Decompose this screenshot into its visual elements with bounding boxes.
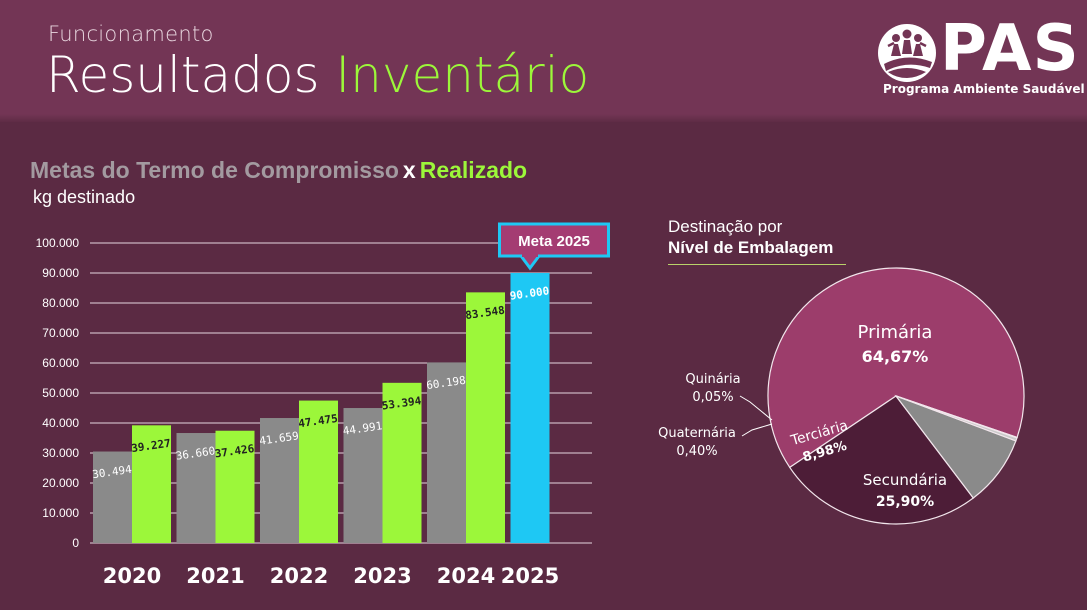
pie-slice	[767, 267, 1025, 469]
pie-title-line1: Destinação por	[668, 217, 783, 236]
bar-realizado-label: 53.394	[381, 394, 423, 412]
y-tick-label: 100.000	[36, 236, 80, 250]
callout-pointer	[519, 255, 541, 271]
logo-subtitle: Programa Ambiente Saudável	[883, 82, 1085, 96]
page-subtitle: Funcionamento	[48, 22, 214, 46]
pie-title-underline	[668, 264, 846, 265]
bar-realizado	[299, 400, 338, 543]
page-title: Resultados Inventário	[46, 46, 589, 104]
y-tick-label: 20.000	[42, 476, 79, 490]
y-tick-label: 90.000	[42, 266, 79, 280]
header-band: Funcionamento Resultados Inventário PAS …	[0, 0, 1087, 122]
bar-meta	[176, 433, 216, 543]
bar-meta-label: 30.494	[91, 463, 133, 481]
x-category-label: 2022	[270, 564, 328, 588]
pie-label-name: Terciária	[788, 418, 850, 450]
pie-label-value: 8,98%	[801, 439, 848, 466]
people-leaf-icon	[878, 24, 936, 82]
y-tick-label: 80.000	[42, 296, 79, 310]
bar-meta-label: 36.660	[175, 444, 216, 462]
bar-meta	[260, 418, 299, 543]
bar-meta-label: 41.659	[258, 429, 299, 447]
callout-pointer-mask	[522, 253, 538, 257]
pie-label-name: Secundária	[863, 471, 947, 489]
bar-realizado-label: 37.426	[214, 442, 256, 460]
logo-text: PAS	[940, 12, 1080, 86]
bar-realizado	[382, 382, 422, 543]
y-tick-label: 30.000	[42, 446, 79, 460]
meta-2025-callout: Meta 2025	[498, 222, 610, 271]
bar-realizado	[215, 430, 255, 543]
bar-realizado	[466, 292, 505, 543]
y-tick-label: 60.000	[42, 356, 79, 370]
pie-label-name: Quaternária	[658, 426, 736, 441]
bar-meta-2025-label: 90.000	[509, 284, 550, 302]
pie-label-name: Quinária	[685, 372, 740, 387]
callout-text: Meta 2025	[518, 233, 590, 250]
bar-chart-unit: kg destinado	[33, 187, 136, 207]
bar-chart-title-realizado: Realizado	[419, 157, 528, 183]
pie-label-value: 64,67%	[862, 347, 929, 366]
bar-meta	[93, 451, 132, 543]
x-category-label: 2024	[437, 564, 495, 588]
x-category-label: 2020	[103, 564, 161, 588]
title-main: Resultados	[46, 46, 320, 104]
pie-slice	[895, 395, 1018, 442]
bar-meta	[343, 408, 383, 543]
x-category-label: 2025	[501, 564, 559, 588]
bar-meta-label: 60.198	[425, 374, 466, 392]
pie-title-line2: Nível de Embalagem	[668, 238, 834, 257]
y-tick-label: 50.000	[42, 386, 79, 400]
y-tick-label: 40.000	[42, 416, 79, 430]
y-tick-label: 0	[72, 536, 79, 550]
bar-meta	[427, 362, 466, 543]
bar-realizado	[132, 425, 171, 543]
bar-chart-title: Metas do Termo de Compromisso x Realizado	[30, 157, 527, 184]
y-tick-label: 10.000	[42, 506, 79, 520]
y-tick-label: 70.000	[42, 326, 79, 340]
pie-label-value: 0,40%	[676, 444, 717, 459]
callout-box	[498, 222, 610, 258]
pie-leader-line	[739, 395, 773, 421]
x-category-label: 2021	[186, 564, 244, 588]
bar-meta-2025	[510, 273, 550, 543]
bar-realizado-label: 47.475	[297, 412, 338, 430]
pie-slice	[788, 395, 975, 525]
bar-chart: 0 10.000 20.000 30.000 40.000 50.000 60.000 70.…	[36, 222, 610, 588]
pie-leader-line	[741, 423, 773, 437]
x-category-label: 2023	[353, 564, 411, 588]
bar-realizado-label: 39.227	[130, 437, 171, 455]
bar-chart-title-meta: Metas do Termo de Compromisso	[30, 157, 399, 183]
pie-label-value: 25,90%	[876, 494, 934, 510]
pie-label-value: 0,05%	[692, 390, 733, 405]
pie-label-name: Primária	[858, 322, 933, 343]
pie-slice	[895, 395, 1018, 439]
pie-slice	[894, 394, 1017, 499]
pas-logo: PAS Programa Ambiente Saudável	[876, 12, 1085, 105]
bar-meta-label: 44.991	[342, 419, 383, 437]
bar-realizado-label: 83.548	[464, 304, 505, 322]
title-accent: Inventário	[335, 46, 590, 104]
bar-chart-title-x: x	[402, 157, 416, 183]
